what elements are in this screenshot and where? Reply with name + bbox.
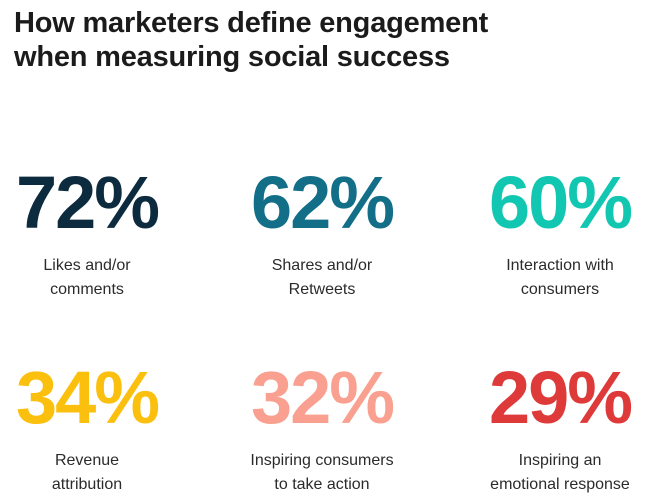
stat-label: Likes and/or comments xyxy=(0,254,196,302)
stat-value: 34% xyxy=(15,356,160,439)
stat-emotional-response: 29% Inspiring an emotional response xyxy=(451,361,654,497)
chart-title-line-1: How marketers define engagement xyxy=(14,7,489,39)
stat-label-line: Shares and/or xyxy=(271,257,373,274)
stat-label-line: Inspiring consumers xyxy=(250,452,394,469)
chart-title-line-2: when measuring social success xyxy=(14,41,450,73)
stat-label-line: consumers xyxy=(520,281,600,298)
stat-value: 72% xyxy=(15,161,160,244)
stat-label-line: emotional response xyxy=(490,476,630,493)
stat-label: Shares and/or Retweets xyxy=(213,254,431,302)
stat-label-line: Interaction with xyxy=(506,257,614,274)
stat-label: Interaction with consumers xyxy=(451,254,654,302)
stat-label: Inspiring consumers to take action xyxy=(213,449,431,497)
stat-value: 32% xyxy=(250,356,395,439)
stat-label-line: Likes and/or xyxy=(43,257,131,274)
stat-label: Revenue attribution xyxy=(0,449,196,497)
stat-likes-comments: 72% Likes and/or comments xyxy=(0,166,196,302)
stat-value: 62% xyxy=(250,161,395,244)
stat-label-line: Revenue xyxy=(54,452,120,469)
stat-label-line: attribution xyxy=(51,476,123,493)
stat-interaction-consumers: 60% Interaction with consumers xyxy=(451,166,654,302)
stat-label-line: Retweets xyxy=(288,281,356,298)
stat-shares-retweets: 62% Shares and/or Retweets xyxy=(213,166,431,302)
stat-label-line: to take action xyxy=(274,476,370,493)
stat-value: 29% xyxy=(488,356,633,439)
stat-inspiring-action: 32% Inspiring consumers to take action xyxy=(213,361,431,497)
stat-label-line: comments xyxy=(50,281,124,298)
stat-label: Inspiring an emotional response xyxy=(451,449,654,497)
chart-title: How marketers define engagement when mea… xyxy=(14,6,634,74)
stat-revenue-attribution: 34% Revenue attribution xyxy=(0,361,196,497)
stat-value: 60% xyxy=(488,161,633,244)
stat-label-line: Inspiring an xyxy=(518,452,602,469)
